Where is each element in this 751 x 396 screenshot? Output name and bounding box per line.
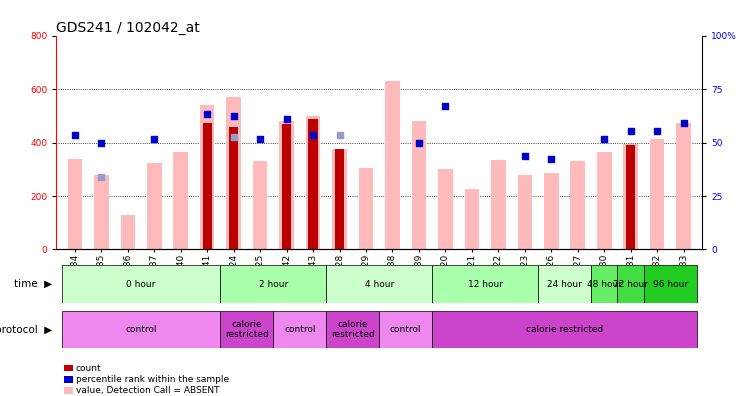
Bar (597, 152, 611, 249)
Bar (327, 265, 432, 303)
Bar (147, 163, 161, 249)
Bar (273, 311, 327, 348)
Bar (173, 152, 188, 249)
Bar (517, 175, 532, 249)
Text: calorie
restricted: calorie restricted (225, 320, 269, 339)
Bar (412, 121, 427, 249)
Bar (626, 145, 635, 249)
Point (651, 128, 663, 134)
Bar (432, 265, 538, 303)
Point (439, 103, 451, 110)
Bar (650, 139, 665, 249)
Bar (226, 97, 241, 249)
Text: 24 hour: 24 hour (547, 280, 582, 289)
Text: calorie
restricted: calorie restricted (331, 320, 375, 339)
Point (599, 135, 611, 142)
Bar (432, 311, 697, 348)
Bar (538, 265, 591, 303)
Bar (335, 149, 344, 249)
Text: value, Detection Call = ABSENT: value, Detection Call = ABSENT (76, 386, 219, 395)
Bar (221, 265, 327, 303)
Bar (332, 149, 347, 249)
Point (69, 131, 81, 138)
Point (95, 139, 107, 146)
Point (281, 115, 293, 122)
Text: 4 hour: 4 hour (365, 280, 394, 289)
Bar (306, 116, 321, 249)
Bar (544, 173, 559, 249)
Text: GDS241 / 102042_at: GDS241 / 102042_at (56, 21, 200, 34)
Bar (229, 126, 238, 249)
Text: control: control (284, 325, 315, 334)
Bar (359, 168, 373, 249)
Bar (379, 311, 432, 348)
Bar (644, 265, 697, 303)
Text: 0 hour: 0 hour (126, 280, 155, 289)
Bar (279, 121, 294, 249)
Point (254, 135, 266, 142)
Point (677, 119, 689, 126)
Text: control: control (390, 325, 421, 334)
Bar (438, 169, 453, 249)
Text: protocol  ▶: protocol ▶ (0, 325, 53, 335)
Point (625, 128, 637, 134)
Bar (62, 311, 221, 348)
Bar (94, 175, 109, 249)
Bar (200, 105, 215, 249)
Bar (491, 160, 505, 249)
Point (333, 131, 345, 138)
Text: percentile rank within the sample: percentile rank within the sample (76, 375, 229, 384)
Point (545, 155, 557, 162)
Bar (282, 124, 291, 249)
Bar (120, 215, 135, 249)
Text: 48 hour: 48 hour (587, 280, 622, 289)
Point (228, 134, 240, 140)
Point (95, 174, 107, 181)
Text: 72 hour: 72 hour (614, 280, 648, 289)
Text: 96 hour: 96 hour (653, 280, 688, 289)
Text: calorie restricted: calorie restricted (526, 325, 603, 334)
Point (201, 111, 213, 118)
Text: control: control (125, 325, 157, 334)
Bar (385, 81, 400, 249)
Text: 12 hour: 12 hour (468, 280, 502, 289)
Bar (253, 161, 267, 249)
Point (148, 135, 160, 142)
Bar (677, 122, 691, 249)
Bar (465, 189, 479, 249)
Bar (309, 118, 318, 249)
Point (307, 131, 319, 138)
Bar (623, 144, 638, 249)
Bar (617, 265, 644, 303)
Point (413, 139, 425, 146)
Bar (327, 311, 379, 348)
Bar (62, 265, 221, 303)
Bar (571, 161, 585, 249)
Text: time  ▶: time ▶ (14, 279, 53, 289)
Bar (221, 311, 273, 348)
Point (228, 112, 240, 119)
Point (519, 153, 531, 159)
Bar (68, 158, 82, 249)
Bar (591, 265, 617, 303)
Bar (203, 122, 212, 249)
Text: 2 hour: 2 hour (259, 280, 288, 289)
Text: count: count (76, 364, 101, 373)
